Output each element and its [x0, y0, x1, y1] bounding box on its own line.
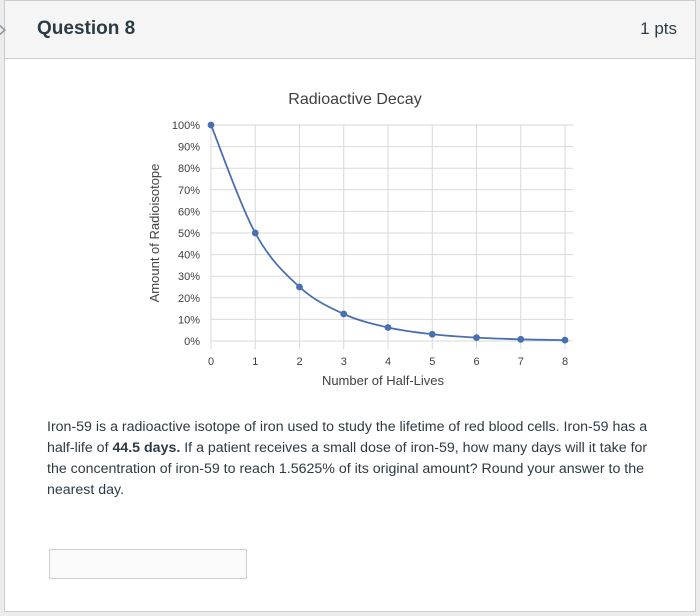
decay-chart: Radioactive Decay 0%10%20%30%40%50%60%70… [147, 91, 573, 388]
y-tick-label: 10% [178, 314, 200, 326]
x-tick-label: 0 [208, 356, 214, 368]
x-tick-label: 1 [252, 356, 258, 368]
y-tick-label: 50% [178, 228, 200, 240]
y-tick-label: 20% [178, 293, 200, 305]
data-point [251, 229, 259, 237]
y-tick-label: 0% [184, 336, 200, 348]
question-text: Iron-59 is a radioactive isotope of iron… [47, 417, 657, 501]
data-point [384, 324, 392, 331]
question-header: Question 8 1 pts [0, 1, 695, 59]
x-tick-label: 6 [473, 356, 479, 368]
y-tick-label: 80% [178, 163, 200, 175]
data-point [207, 121, 215, 129]
question-title: Question 8 [37, 18, 136, 39]
x-axis-label: Number of Half-Lives [322, 373, 445, 388]
data-point [428, 330, 436, 338]
x-tick-label: 2 [296, 356, 302, 368]
x-tick-label: 4 [385, 356, 391, 368]
x-tick-label: 5 [429, 356, 435, 368]
data-point [517, 335, 525, 343]
x-tick-label: 8 [562, 356, 568, 368]
chart-title: Radioactive Decay [288, 91, 421, 108]
chevron-right-icon [0, 24, 7, 36]
x-tick-label: 3 [341, 356, 347, 368]
question-text-part1: Iron-59 is a radioactive isotope of iron… [47, 419, 648, 456]
x-tick-label: 7 [518, 356, 524, 368]
y-tick-label: 70% [178, 185, 200, 197]
data-point [473, 334, 480, 342]
y-tick-label: 100% [172, 120, 200, 132]
chart-grid [210, 124, 573, 349]
question-points: 1 pts [640, 19, 677, 38]
half-life-value: 44.5 days. [112, 440, 181, 456]
y-tick-label: 30% [178, 271, 200, 283]
y-axis-label: Amount of Radioisotope [147, 164, 162, 303]
question-text-part2: If a patient receives a small dose of ir… [47, 440, 648, 498]
y-tick-label: 90% [178, 142, 200, 154]
data-point [340, 310, 348, 318]
answer-input[interactable] [49, 549, 247, 579]
data-point [561, 336, 569, 344]
data-points [207, 121, 569, 344]
x-tick-labels: 0 1 2 3 4 5 6 7 8 [208, 356, 568, 368]
y-tick-label: 60% [178, 206, 200, 218]
data-point [296, 283, 303, 291]
y-tick-label: 40% [178, 250, 200, 262]
y-tick-labels: 0% 10% 20% 30% 40% 50% 60% 70% 80% 90% 100% [172, 120, 200, 348]
